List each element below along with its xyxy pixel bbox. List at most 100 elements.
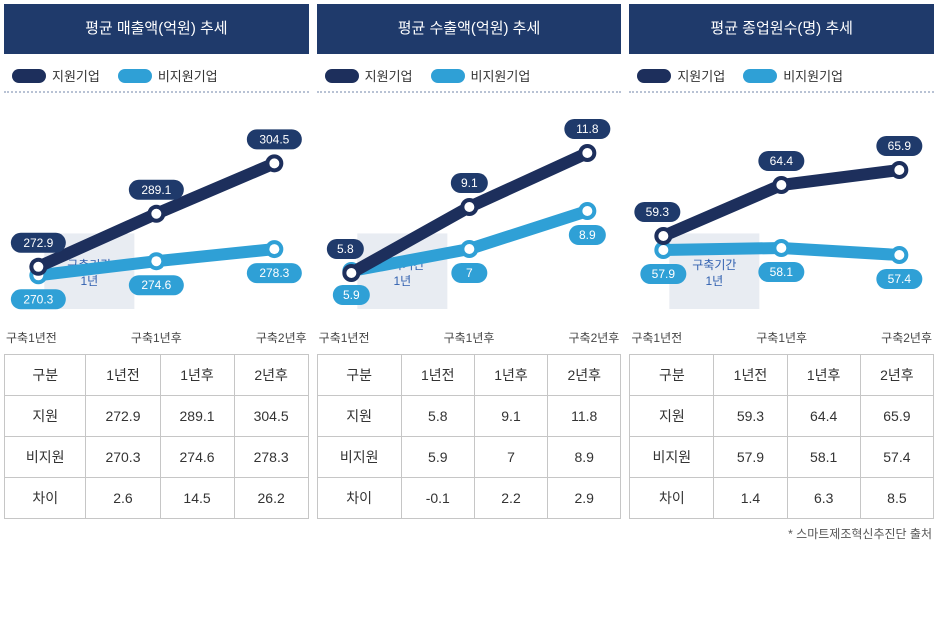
table-cell: 7 [474,437,547,478]
svg-text:58.1: 58.1 [770,265,794,279]
table-cell: 지원 [630,396,714,437]
dotted-separator [629,91,934,93]
table-cell: 14.5 [160,478,234,519]
table-cell: 65.9 [860,396,933,437]
table-cell: 비지원 [317,437,401,478]
table-row: 비지원5.978.9 [317,437,621,478]
legend: 지원기업 비지원기업 [629,66,934,85]
table-cell: 57.9 [714,437,787,478]
table-cell: 지원 [317,396,401,437]
table-row: 차이1.46.38.5 [630,478,934,519]
table-cell: 지원 [5,396,86,437]
legend-pill-light [118,69,152,83]
table-row: 비지원57.958.157.4 [630,437,934,478]
x-axis-label: 구축1년후 [444,329,495,346]
svg-text:278.3: 278.3 [259,266,289,280]
table-header-cell: 2년후 [548,355,621,396]
x-axis-label: 구축1년전 [6,329,57,346]
panel-0: 평균 매출액(억원) 추세지원기업비지원기업구축기간1년270.3274.627… [4,4,309,519]
table-cell: 8.9 [548,437,621,478]
table-cell: 274.6 [160,437,234,478]
x-axis-label: 구축2년후 [256,329,307,346]
svg-text:59.3: 59.3 [646,205,670,219]
legend-label-nonsupport: 비지원기업 [471,66,531,85]
legend: 지원기업 비지원기업 [317,66,622,85]
svg-text:1년: 1년 [393,274,411,288]
panel-1: 평균 수출액(억원) 추세지원기업비지원기업구축기간1년5.978.95.89.… [317,4,622,519]
legend-label-nonsupport: 비지원기업 [783,66,843,85]
table-row: 차이2.614.526.2 [5,478,309,519]
svg-text:1년: 1년 [80,274,98,288]
table-cell: 278.3 [234,437,308,478]
table-cell: 6.3 [787,478,860,519]
table-row: 지원272.9289.1304.5 [5,396,309,437]
table-row: 차이-0.12.22.9 [317,478,621,519]
table-cell: 차이 [5,478,86,519]
x-axis-labels: 구축1년전 구축1년후 구축2년후 [317,327,622,354]
panel-2: 평균 종업원수(명) 추세지원기업비지원기업구축기간1년57.958.157.4… [629,4,934,519]
dotted-separator [4,91,309,93]
chart: 구축기간1년270.3274.6278.3272.9289.1304.5 [4,97,309,327]
x-axis-labels: 구축1년전구축1년후구축2년후 [4,327,309,354]
table-cell: 2.6 [86,478,160,519]
table-cell: 1.4 [714,478,787,519]
table-cell: 58.1 [787,437,860,478]
legend-label-support: 지원기업 [677,66,725,85]
table-cell: 64.4 [787,396,860,437]
legend-label-support: 지원기업 [52,66,100,85]
svg-text:1년: 1년 [706,274,724,288]
legend-item-nonsupport: 비지원기업 [431,66,531,85]
chart: 구축기간1년57.958.157.459.364.465.9 [629,97,934,327]
table-cell: 5.8 [401,396,474,437]
table-row: 비지원270.3274.6278.3 [5,437,309,478]
table-cell: 2.9 [548,478,621,519]
table-header-cell: 1년전 [714,355,787,396]
svg-text:5.9: 5.9 [343,288,360,302]
table-cell: 59.3 [714,396,787,437]
table-cell: 5.9 [401,437,474,478]
x-axis-label: 구축1년전 [631,329,682,346]
svg-text:5.8: 5.8 [337,242,354,256]
legend-label-nonsupport: 비지원기업 [158,66,218,85]
legend-item-support: 지원기업 [637,66,725,85]
svg-text:270.3: 270.3 [23,292,53,306]
table-cell: -0.1 [401,478,474,519]
table-cell: 비지원 [630,437,714,478]
x-axis-label: 구축2년후 [568,329,619,346]
table-cell: 9.1 [474,396,547,437]
table-cell: 57.4 [860,437,933,478]
legend-item-support: 지원기업 [12,66,100,85]
table-cell: 11.8 [548,396,621,437]
legend-item-nonsupport: 비지원기업 [118,66,218,85]
legend-label-support: 지원기업 [365,66,413,85]
legend: 지원기업 비지원기업 [4,66,309,85]
panel-title: 평균 매출액(억원) 추세 [4,4,309,54]
table-header-cell: 2년후 [234,355,308,396]
panel-title: 평균 수출액(억원) 추세 [317,4,622,54]
chart: 구축기간1년5.978.95.89.111.8 [317,97,622,327]
svg-text:9.1: 9.1 [461,176,478,190]
table-header-cell: 구분 [317,355,401,396]
svg-text:7: 7 [466,266,473,280]
table-header-cell: 1년전 [401,355,474,396]
svg-text:8.9: 8.9 [579,228,596,242]
table-row: 지원5.89.111.8 [317,396,621,437]
legend-pill-dark [637,69,671,83]
x-axis-label: 구축1년후 [756,329,807,346]
svg-text:65.9: 65.9 [888,139,912,153]
data-table: 구분1년전1년후2년후지원5.89.111.8비지원5.978.9차이-0.12… [317,354,622,519]
svg-text:64.4: 64.4 [770,154,794,168]
svg-text:289.1: 289.1 [141,183,171,197]
svg-text:304.5: 304.5 [259,132,289,146]
table-cell: 8.5 [860,478,933,519]
table-cell: 270.3 [86,437,160,478]
x-axis-label: 구축1년전 [319,329,370,346]
svg-text:11.8: 11.8 [576,122,599,136]
legend-pill-light [743,69,777,83]
legend-pill-light [431,69,465,83]
table-header-cell: 구분 [5,355,86,396]
panel-title: 평균 종업원수(명) 추세 [629,4,934,54]
legend-item-support: 지원기업 [325,66,413,85]
x-axis-labels: 구축1년전구축1년후구축2년후 [629,327,934,354]
table-row: 지원59.364.465.9 [630,396,934,437]
